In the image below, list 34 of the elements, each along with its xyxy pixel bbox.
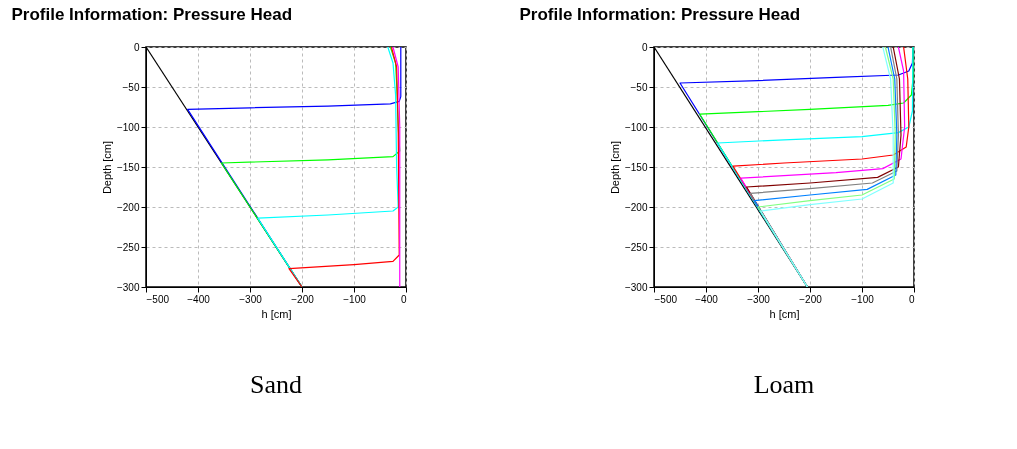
- y-tick-label: −250: [116, 241, 140, 253]
- y-tick-label: −50: [630, 81, 648, 93]
- x-tick-label: −500: [654, 293, 678, 305]
- x-tick-label: −100: [343, 293, 367, 305]
- x-tick-label: −200: [799, 293, 823, 305]
- x-axis-title: h [cm]: [769, 307, 800, 320]
- text: Sand: [250, 370, 302, 399]
- y-tick-label: −250: [624, 241, 648, 253]
- y-tick-label: −150: [624, 161, 648, 173]
- x-tick-label: −200: [291, 293, 315, 305]
- x-tick-label: 0: [908, 293, 915, 305]
- x-tick-label: −500: [146, 293, 170, 305]
- y-tick-label: −150: [116, 161, 140, 173]
- chart-title: Profile Information: Pressure Head: [519, 5, 801, 24]
- y-tick-label: −100: [624, 121, 648, 133]
- x-tick-label: 0: [400, 293, 407, 305]
- y-tick-label: −300: [624, 281, 648, 293]
- x-axis-title: h [cm]: [261, 307, 292, 320]
- y-tick-label: 0: [641, 41, 648, 53]
- y-tick-label: −200: [624, 201, 648, 213]
- x-tick-label: −300: [239, 293, 263, 305]
- y-axis-title: Depth [cm]: [100, 140, 113, 195]
- x-tick-label: −100: [851, 293, 875, 305]
- x-tick-label: −400: [187, 293, 211, 305]
- y-tick-label: −300: [116, 281, 140, 293]
- chart-title: Profile Information: Pressure Head: [11, 5, 293, 24]
- y-tick-label: −50: [122, 81, 140, 93]
- y-tick-label: 0: [133, 41, 140, 53]
- text: Loam: [753, 370, 815, 399]
- y-axis-title: Depth [cm]: [608, 140, 621, 195]
- x-tick-label: −300: [747, 293, 771, 305]
- x-tick-label: −400: [695, 293, 719, 305]
- y-tick-label: −200: [116, 201, 140, 213]
- y-tick-label: −100: [116, 121, 140, 133]
